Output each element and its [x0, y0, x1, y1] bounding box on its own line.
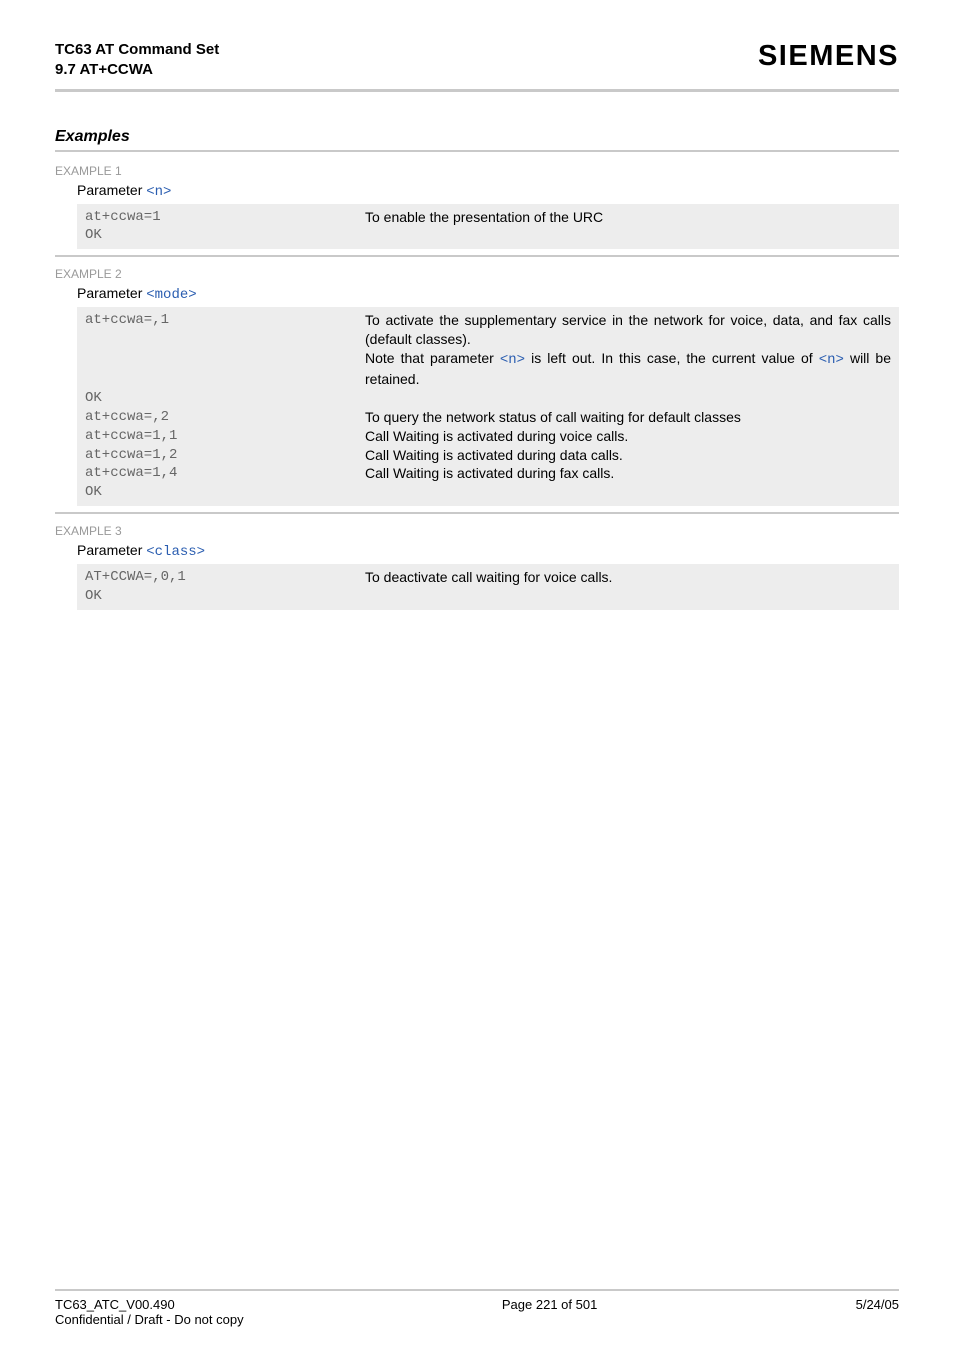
footer-left-line1: TC63_ATC_V00.490	[55, 1297, 244, 1312]
example1-cmd2: OK	[85, 226, 365, 245]
example2-cmd5: at+ccwa=1,4	[85, 464, 365, 483]
example2-param-text: Parameter	[77, 285, 146, 301]
page-header: TC63 AT Command Set 9.7 AT+CCWA SIEMENS	[55, 40, 899, 81]
example1-codeblock: at+ccwa=1 To enable the presentation of …	[77, 204, 899, 250]
example3-label: EXAMPLE 3	[55, 524, 899, 538]
example1-label: EXAMPLE 1	[55, 164, 899, 178]
example2-cmd6: OK	[85, 483, 365, 502]
example3-desc1: To deactivate call waiting for voice cal…	[365, 568, 891, 587]
example2-desc1b-link1[interactable]: <n>	[500, 352, 525, 368]
footer-right: 5/24/05	[856, 1297, 899, 1327]
example2-desc5: Call Waiting is activated during fax cal…	[365, 464, 891, 483]
example3-codeblock: AT+CCWA=,0,1 To deactivate call waiting …	[77, 564, 899, 610]
example2-cmd4: at+ccwa=1,2	[85, 446, 365, 465]
example1-cmd1: at+ccwa=1	[85, 208, 365, 227]
example2-end-divider	[55, 512, 899, 514]
example2-desc1a: To activate the supplementary service in…	[365, 312, 891, 347]
example2-cmd3: at+ccwa=1,1	[85, 427, 365, 446]
example3-cmd2: OK	[85, 587, 365, 606]
example3-param-text: Parameter	[77, 542, 146, 558]
example2-param-link[interactable]: <mode>	[146, 287, 196, 303]
examples-divider	[55, 150, 899, 152]
header-title-line2: 9.7 AT+CCWA	[55, 60, 219, 80]
example1-param: Parameter <n>	[77, 182, 899, 200]
examples-heading: Examples	[55, 128, 899, 146]
example2-desc3: Call Waiting is activated during voice c…	[365, 427, 891, 446]
example2-desc1b-mid: is left out. In this case, the current v…	[525, 350, 819, 366]
example3-param: Parameter <class>	[77, 542, 899, 560]
example1-param-link[interactable]: <n>	[146, 184, 171, 200]
example3-cmd1: AT+CCWA=,0,1	[85, 568, 365, 587]
example2-label: EXAMPLE 2	[55, 267, 899, 281]
header-title-line1: TC63 AT Command Set	[55, 40, 219, 60]
example2-desc4: Call Waiting is activated during data ca…	[365, 446, 891, 465]
example2-desc1: To activate the supplementary service in…	[365, 311, 891, 389]
example1-param-text: Parameter	[77, 182, 146, 198]
example2-desc1b-link2[interactable]: <n>	[819, 352, 844, 368]
footer-center: Page 221 of 501	[502, 1297, 597, 1327]
header-title-block: TC63 AT Command Set 9.7 AT+CCWA	[55, 40, 219, 81]
example2-ok1: OK	[85, 389, 365, 408]
page-footer: TC63_ATC_V00.490 Confidential / Draft - …	[55, 1289, 899, 1327]
example2-codeblock: at+ccwa=,1 To activate the supplementary…	[77, 307, 899, 506]
example2-desc2: To query the network status of call wait…	[365, 408, 891, 427]
example1-desc1: To enable the presentation of the URC	[365, 208, 891, 227]
example2-desc1b-pre: Note that parameter	[365, 350, 500, 366]
siemens-logo: SIEMENS	[758, 40, 899, 73]
example3-param-link[interactable]: <class>	[146, 544, 205, 560]
footer-left-line2: Confidential / Draft - Do not copy	[55, 1312, 244, 1327]
example1-end-divider	[55, 255, 899, 257]
footer-left: TC63_ATC_V00.490 Confidential / Draft - …	[55, 1297, 244, 1327]
example2-cmd1: at+ccwa=,1	[85, 311, 365, 330]
header-divider	[55, 89, 899, 92]
example2-param: Parameter <mode>	[77, 285, 899, 303]
example2-cmd2: at+ccwa=,2	[85, 408, 365, 427]
